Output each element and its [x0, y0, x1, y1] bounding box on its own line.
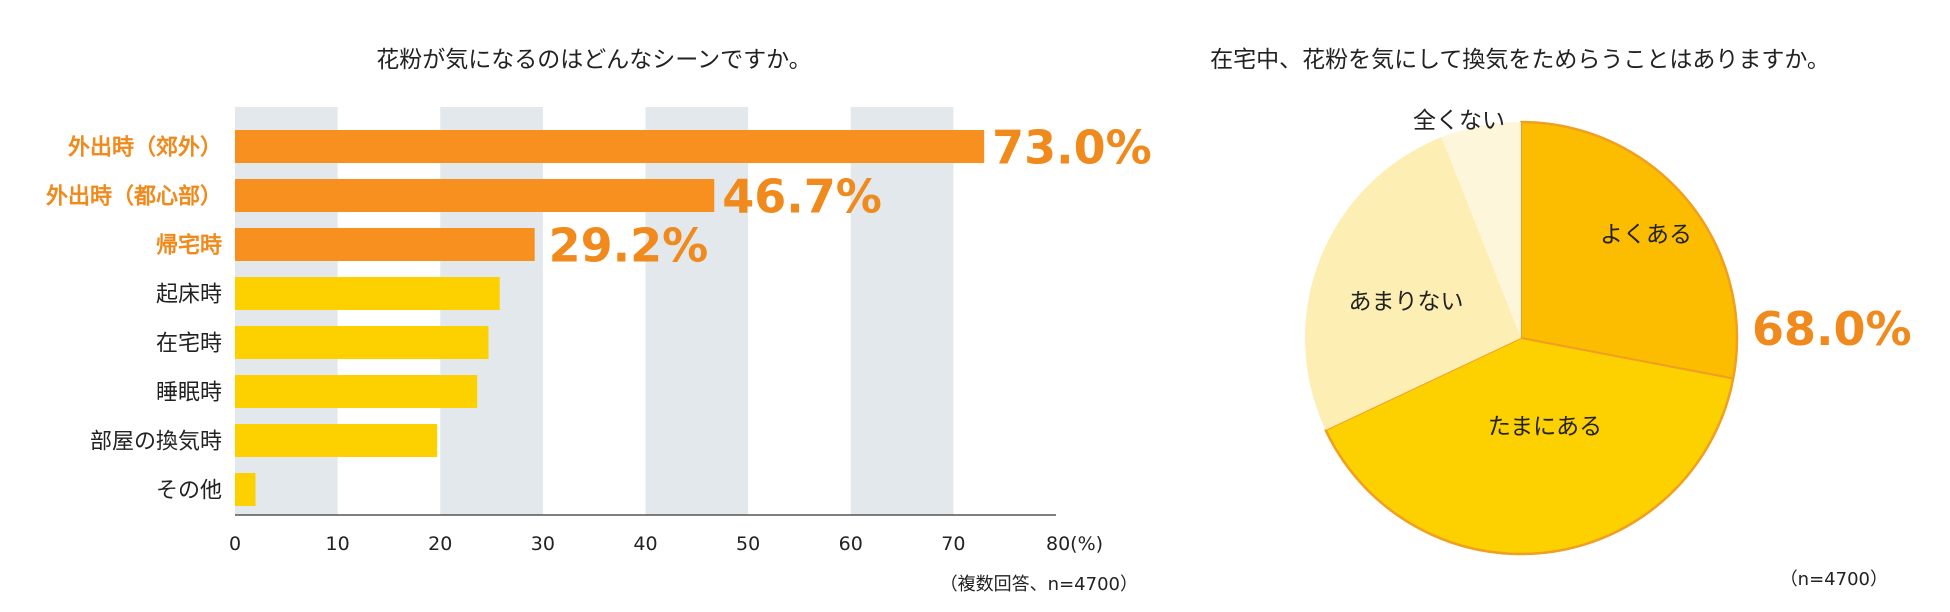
data-label: 73.0% [992, 121, 1152, 175]
category-label: 外出時（郊外） [68, 135, 222, 161]
x-tick-label: 70 [941, 533, 965, 555]
background-band [645, 107, 749, 515]
pie-slice [1305, 137, 1521, 430]
category-label: 起床時 [156, 283, 222, 308]
bar [235, 326, 489, 359]
slice-label: 全くない [1413, 108, 1505, 134]
x-tick-label: 30 [531, 533, 555, 555]
bar [235, 228, 535, 261]
bar [235, 179, 715, 212]
bar [235, 424, 438, 457]
x-tick-label: 10 [326, 533, 350, 555]
category-label: 部屋の換気時 [90, 430, 222, 455]
x-tick-label: 40 [633, 533, 657, 555]
category-label: 外出時（都心部） [46, 184, 222, 210]
highlight-edge [1324, 120, 1739, 556]
x-tick-label: 80(%) [1046, 533, 1103, 555]
background-band [440, 107, 543, 515]
x-tick-label: 20 [428, 533, 452, 555]
slice-label: よくある [1600, 222, 1692, 248]
pie-slice [1441, 122, 1521, 338]
category-label: 在宅時 [156, 332, 222, 357]
bar [235, 473, 256, 506]
pie-chart-note: （n=4700） [1780, 569, 1888, 590]
category-label: その他 [156, 479, 222, 504]
data-label: 46.7% [722, 170, 882, 224]
bar [235, 130, 985, 163]
bar-chart-title: 花粉が気になるのはどんなシーンですか。 [376, 47, 811, 73]
x-tick-label: 60 [839, 533, 863, 555]
pie-chart-title: 在宅中、花粉を気にして換気をためらうことはありますか。 [1210, 47, 1830, 73]
data-label: 29.2% [549, 219, 709, 273]
bar [235, 277, 500, 310]
bar [235, 375, 478, 408]
pie-slice [1520, 120, 1738, 380]
slice-label: あまりない [1349, 289, 1464, 315]
category-label: 睡眠時 [156, 381, 222, 406]
pie-callout: 68.0% [1752, 302, 1912, 356]
x-tick-label: 50 [736, 533, 760, 555]
slice-label: たまにある [1488, 414, 1602, 440]
category-label: 帰宅時 [156, 233, 222, 259]
background-band [850, 107, 954, 515]
x-tick-label: 0 [229, 533, 241, 555]
bar-chart-note: （複数回答、n=4700） [940, 574, 1138, 595]
